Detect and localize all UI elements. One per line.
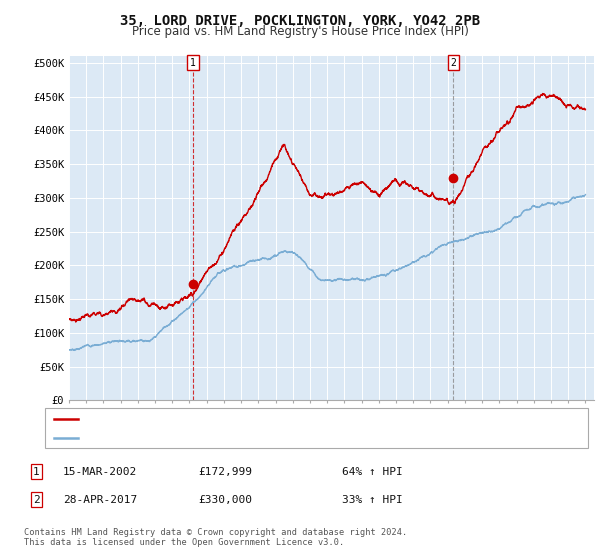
Text: 1: 1 [33,466,40,477]
Text: 64% ↑ HPI: 64% ↑ HPI [342,466,403,477]
Text: 15-MAR-2002: 15-MAR-2002 [63,466,137,477]
Text: 28-APR-2017: 28-APR-2017 [63,494,137,505]
Text: 35, LORD DRIVE, POCKLINGTON, YORK, YO42 2PB: 35, LORD DRIVE, POCKLINGTON, YORK, YO42 … [120,14,480,28]
Text: Contains HM Land Registry data © Crown copyright and database right 2024.
This d: Contains HM Land Registry data © Crown c… [24,528,407,547]
Text: £172,999: £172,999 [198,466,252,477]
Text: 1: 1 [190,58,196,68]
Text: 2: 2 [33,494,40,505]
Text: £330,000: £330,000 [198,494,252,505]
Text: 2: 2 [451,58,457,68]
Text: 35, LORD DRIVE, POCKLINGTON, YORK, YO42 2PB (detached house): 35, LORD DRIVE, POCKLINGTON, YORK, YO42 … [81,414,456,424]
Text: Price paid vs. HM Land Registry's House Price Index (HPI): Price paid vs. HM Land Registry's House … [131,25,469,38]
Text: 33% ↑ HPI: 33% ↑ HPI [342,494,403,505]
Text: HPI: Average price, detached house, East Riding of Yorkshire: HPI: Average price, detached house, East… [81,432,456,442]
